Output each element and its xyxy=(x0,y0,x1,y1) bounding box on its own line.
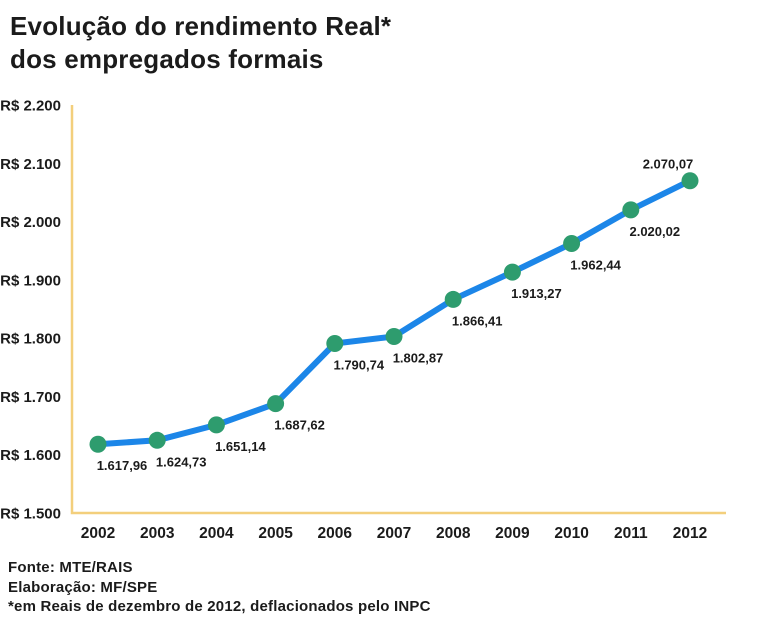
y-tick-label: R$ 1.500 xyxy=(0,506,61,523)
data-point-label: 1.962,44 xyxy=(570,257,621,272)
x-tick-label: 2010 xyxy=(554,525,588,542)
y-tick-label: R$ 1.700 xyxy=(0,389,61,406)
x-tick-label: 2004 xyxy=(199,525,234,542)
y-tick-label: R$ 1.900 xyxy=(0,272,61,289)
x-tick-label: 2006 xyxy=(318,525,353,542)
data-point-label: 1.802,87 xyxy=(393,350,444,365)
x-tick-label: 2012 xyxy=(673,525,707,542)
data-point xyxy=(444,290,462,308)
y-tick-label: R$ 2.100 xyxy=(0,156,61,173)
trend-line xyxy=(95,177,693,448)
chart-footer: Fonte: MTE/RAIS Elaboração: MF/SPE *em R… xyxy=(8,558,431,617)
data-point-label: 2.070,07 xyxy=(643,157,694,172)
chart-title-line2: dos empregados formais xyxy=(10,44,324,74)
elaboration-note: Elaboração: MF/SPE xyxy=(8,578,158,596)
data-point-label: 1.617,96 xyxy=(97,458,148,473)
data-point xyxy=(385,327,403,345)
chart-title: Evolução do rendimento Real* dos emprega… xyxy=(10,10,391,76)
y-tick-label: R$ 2.200 xyxy=(0,98,61,115)
data-point-label: 1.651,14 xyxy=(215,439,266,454)
data-point xyxy=(267,395,285,413)
x-tick-label: 2011 xyxy=(614,525,648,542)
y-tick-label: R$ 1.800 xyxy=(0,331,61,348)
axes xyxy=(70,105,726,515)
data-point-label: 2.020,02 xyxy=(629,224,680,239)
chart-title-line1: Evolução do rendimento Real* xyxy=(10,11,392,41)
data-point xyxy=(326,335,344,353)
x-tick-label: 2003 xyxy=(140,525,175,542)
data-point-label: 1.687,62 xyxy=(274,418,325,433)
x-tick-label: 2007 xyxy=(377,525,411,542)
source-note: Fonte: MTE/RAIS xyxy=(8,559,133,576)
data-point-label: 1.913,27 xyxy=(511,286,562,301)
data-point xyxy=(681,172,699,190)
x-tick-label: 2008 xyxy=(436,525,471,542)
deflation-note: *em Reais de dezembro de 2012, deflacion… xyxy=(8,598,431,615)
data-point xyxy=(503,263,521,281)
data-point xyxy=(89,435,107,453)
data-point xyxy=(622,201,640,219)
data-point xyxy=(148,431,166,449)
y-tick-label: R$ 2.000 xyxy=(0,214,61,231)
data-point-label: 1.866,41 xyxy=(452,313,503,328)
data-point xyxy=(207,416,225,434)
data-point-label: 1.624,73 xyxy=(156,454,207,469)
data-point xyxy=(563,234,581,252)
x-tick-label: 2002 xyxy=(81,525,115,542)
y-tick-label: R$ 1.600 xyxy=(0,447,61,464)
data-point-label: 1.790,74 xyxy=(333,358,384,373)
x-tick-label: 2005 xyxy=(258,525,293,542)
x-tick-label: 2009 xyxy=(495,525,530,542)
